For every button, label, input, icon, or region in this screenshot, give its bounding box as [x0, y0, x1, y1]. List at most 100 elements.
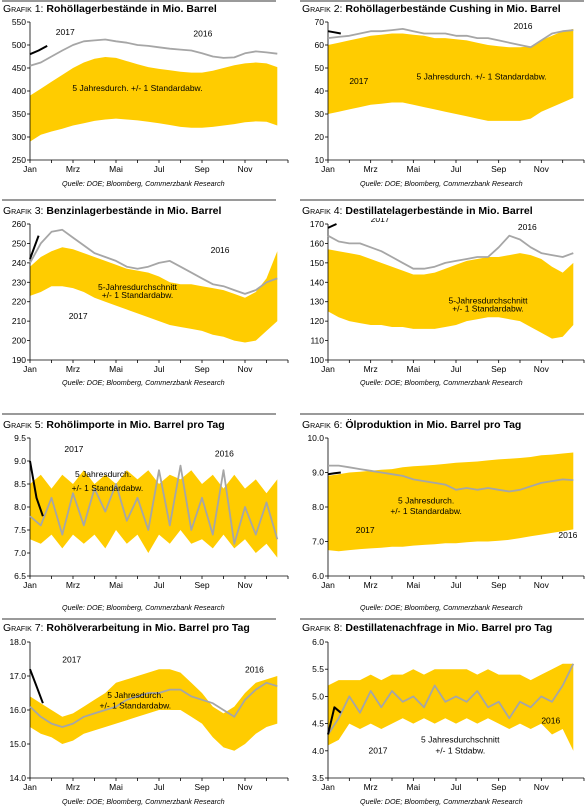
x-tick-label: Jan [23, 782, 37, 792]
y-tick-label: 20 [315, 132, 325, 142]
y-tick-label: 200 [12, 336, 26, 346]
x-tick-label: Jan [23, 164, 37, 174]
std-dev-band [30, 669, 278, 751]
annotation-label: 5 Jahresdurch. [75, 469, 131, 479]
y-tick-label: 7.5 [14, 525, 26, 535]
x-tick-label: Jan [321, 164, 335, 174]
std-dev-band [30, 470, 278, 558]
chart-title: Grafik 6: Ölproduktion in Mio. Barrel pr… [302, 419, 522, 431]
x-tick-label: Mrz [66, 580, 80, 590]
x-tick-label: Nov [237, 364, 253, 374]
annotation-label: +/- 1 Standardabw. [72, 483, 144, 493]
y-tick-label: 70 [315, 17, 325, 27]
y-tick-label: 350 [12, 109, 26, 119]
separator [2, 618, 276, 620]
series-line-2016 [29, 681, 278, 728]
x-tick-label: Nov [237, 580, 253, 590]
x-tick-label: Nov [534, 164, 550, 174]
y-tick-label: 9.0 [14, 456, 26, 466]
y-tick-label: 190 [12, 355, 26, 365]
y-tick-label: 16.0 [9, 705, 26, 715]
y-tick-label: 240 [12, 258, 26, 268]
x-tick-label: Mai [109, 364, 123, 374]
annotation-label: 2016 [558, 530, 577, 540]
y-tick-label: 400 [12, 86, 26, 96]
x-tick-label: Mai [406, 782, 420, 792]
y-tick-label: 8.0 [14, 502, 26, 512]
separator [300, 199, 584, 201]
annotation-label: 2017 [349, 76, 368, 86]
std-dev-band [328, 28, 574, 121]
x-tick-label: Mai [406, 164, 420, 174]
annotation-label: 5 Jahresdurch. +/- 1 Standardabw. [72, 83, 202, 93]
annotation-label: 5-Jahresdurchschnitt [449, 296, 529, 306]
y-tick-label: 6.0 [312, 637, 324, 647]
annotation-label: +/- 1 Stdabw. [435, 746, 485, 756]
x-tick-label: Mrz [364, 364, 378, 374]
source-note: Quelle: DOE; Bloomberg, Commerzbank Rese… [62, 797, 225, 806]
x-tick-label: Jul [154, 364, 165, 374]
annotation-label: 2017 [56, 27, 75, 37]
y-tick-label: 230 [12, 277, 26, 287]
x-tick-label: Sep [194, 782, 209, 792]
x-tick-label: Sep [194, 164, 209, 174]
y-tick-label: 260 [12, 219, 26, 229]
y-tick-label: 8.0 [312, 502, 324, 512]
x-tick-label: Jul [154, 782, 165, 792]
x-tick-label: Sep [491, 364, 506, 374]
annotation-label: 2016 [193, 29, 212, 39]
y-tick-label: 7.0 [14, 548, 26, 558]
source-note: Quelle: DOE; Bloomberg, Commerzbank Rese… [62, 179, 225, 188]
series-line-2017 [327, 706, 342, 735]
series-line-2016 [327, 234, 574, 270]
y-tick-label: 100 [310, 355, 324, 365]
annotation-label: 5 Jahresdurch. [398, 496, 454, 506]
separator [300, 618, 584, 620]
y-tick-label: 60 [315, 40, 325, 50]
source-note: Quelle: DOE; Bloomberg, Commerzbank Rese… [360, 179, 523, 188]
annotation-label: 5 Jahresdurchschnitt [421, 735, 500, 745]
x-tick-label: Jul [154, 580, 165, 590]
y-tick-label: 250 [12, 238, 26, 248]
annotation-label: 2016 [541, 716, 560, 726]
y-tick-label: 550 [12, 17, 26, 27]
source-note: Quelle: DOE; Bloomberg, Commerzbank Rese… [360, 797, 523, 806]
y-tick-label: 4.5 [312, 719, 324, 729]
separator [2, 413, 276, 415]
chart-title: Grafik 2: Rohöllagerbestände Cushing in … [302, 3, 561, 15]
x-tick-label: Mrz [364, 580, 378, 590]
std-dev-band [30, 247, 278, 343]
series-line-2016 [327, 27, 574, 49]
annotation-label: 2017 [371, 218, 390, 224]
series-line-2017 [29, 668, 44, 704]
x-tick-label: Sep [194, 580, 209, 590]
annotation-label: 2016 [514, 21, 533, 31]
chart-title: Grafik 5: Rohölimporte in Mio. Barrel pr… [3, 419, 225, 431]
x-tick-label: Sep [491, 580, 506, 590]
x-tick-label: Mrz [364, 782, 378, 792]
series-line-2016 [328, 464, 574, 493]
x-tick-label: Jul [451, 364, 462, 374]
y-tick-label: 40 [315, 86, 325, 96]
std-dev-band [30, 57, 278, 142]
y-tick-label: 110 [310, 336, 324, 346]
separator [2, 199, 276, 201]
y-tick-label: 15.0 [9, 739, 26, 749]
separator [2, 0, 276, 2]
series-line-2016 [29, 228, 278, 295]
y-tick-label: 160 [310, 238, 324, 248]
chart-title: Grafik 7: Rohölverarbeitung in Mio. Barr… [3, 622, 250, 634]
y-tick-label: 220 [12, 297, 26, 307]
y-tick-label: 17.0 [9, 671, 26, 681]
y-tick-label: 5.0 [312, 691, 324, 701]
x-tick-label: Sep [491, 164, 506, 174]
x-tick-label: Jan [321, 364, 335, 374]
std-dev-band [328, 249, 574, 339]
y-tick-label: 170 [310, 219, 324, 229]
x-tick-label: Jul [451, 782, 462, 792]
x-tick-label: Jan [23, 364, 37, 374]
annotation-label: +/- 1 Standardabw. [390, 506, 462, 516]
annotation-label: +/- 1 Standardabw. [452, 303, 524, 313]
